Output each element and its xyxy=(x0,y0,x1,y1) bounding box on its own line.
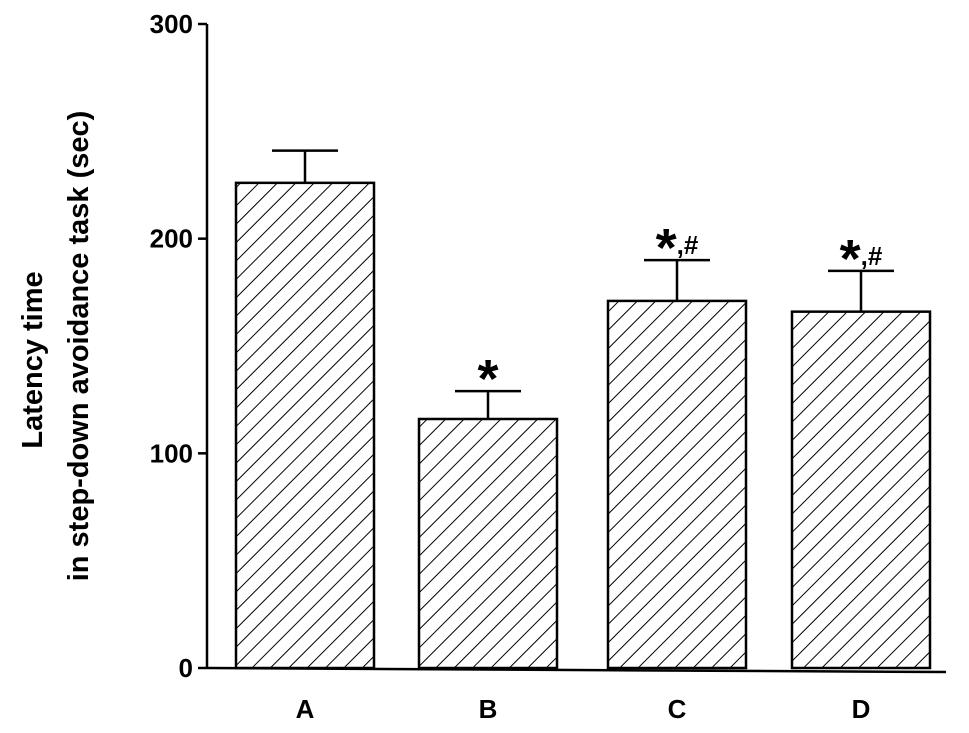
bar-D xyxy=(790,310,932,670)
y-tick-label-200: 200 xyxy=(150,224,193,254)
y-axis: 0 100 200 300 xyxy=(150,9,209,683)
bar-B xyxy=(417,417,559,670)
y-tick-label-100: 100 xyxy=(150,438,193,468)
bars: A B*C*,#D*,# xyxy=(234,149,932,724)
bar-group-C: C *,# xyxy=(606,218,748,724)
annotation-C: *,# xyxy=(656,218,699,278)
x-tick-label-A: A xyxy=(296,694,315,724)
bar-C xyxy=(606,299,748,670)
x-tick-label-C: C xyxy=(668,694,687,724)
annotation-B: * xyxy=(477,349,498,409)
bar-group-D: D *,# xyxy=(790,229,932,724)
y-tick-label-300: 300 xyxy=(150,9,193,39)
x-tick-label-B: B xyxy=(479,694,498,724)
y-axis-label: Latency time in step-down avoidance task… xyxy=(17,111,95,582)
bar-group-B: B* xyxy=(417,349,559,724)
x-tick-label-D: D xyxy=(852,694,871,724)
bar-A xyxy=(234,181,376,670)
bar-group-A: A xyxy=(234,149,376,724)
y-axis-label-line-1: Latency time xyxy=(17,271,49,448)
y-tick-label-0: 0 xyxy=(179,653,193,683)
annotation-D: *,# xyxy=(840,229,883,289)
y-axis-label-line-2: in step-down avoidance task (sec) xyxy=(63,111,95,582)
